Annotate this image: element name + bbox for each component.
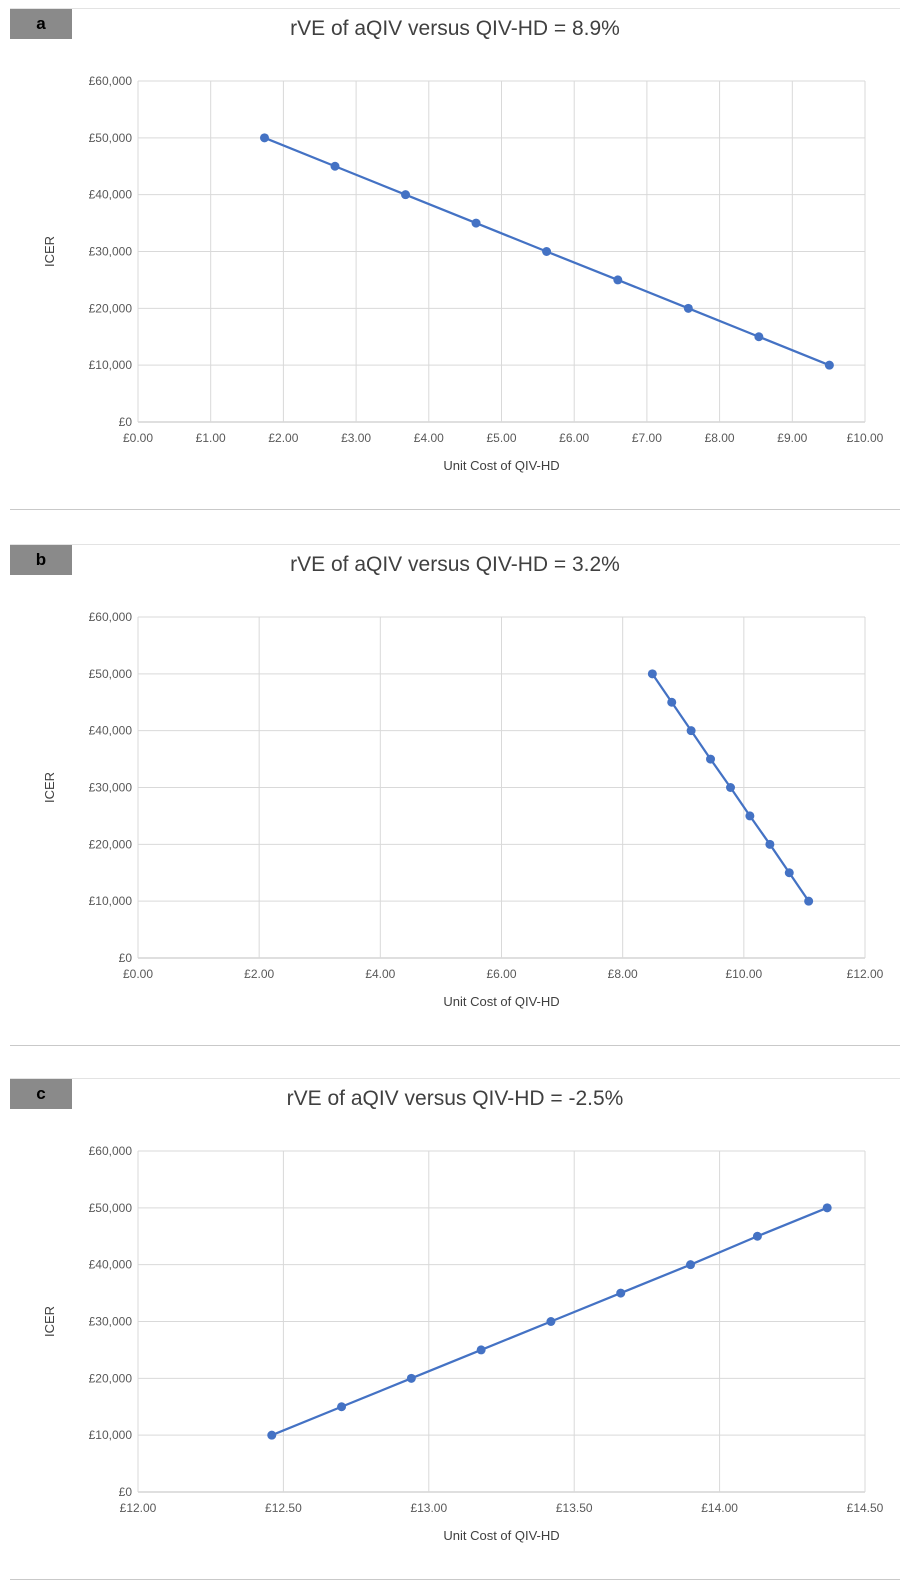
y-tick-label: £0 xyxy=(119,951,133,965)
x-tick-label: £4.00 xyxy=(414,431,444,445)
x-tick-label: £12.50 xyxy=(265,1501,302,1515)
data-point xyxy=(330,161,340,171)
x-tick-label: £10.00 xyxy=(725,967,762,981)
data-point xyxy=(476,1345,486,1355)
y-tick-label: £40,000 xyxy=(89,724,133,738)
y-tick-label: £40,000 xyxy=(89,188,133,202)
y-tick-label: £60,000 xyxy=(89,1144,133,1158)
x-tick-label: £0.00 xyxy=(123,431,153,445)
data-point xyxy=(546,1317,556,1326)
y-tick-label: £10,000 xyxy=(89,358,133,372)
data-point xyxy=(686,1260,696,1270)
y-tick-label: £30,000 xyxy=(89,1315,133,1329)
y-tick-label: £40,000 xyxy=(89,1258,133,1272)
data-point xyxy=(726,783,736,792)
x-tick-label: £14.50 xyxy=(847,1501,884,1515)
x-tick-label: £12.00 xyxy=(120,1501,157,1515)
data-point xyxy=(337,1402,347,1412)
y-tick-label: £10,000 xyxy=(89,894,133,908)
y-tick-label: £60,000 xyxy=(89,610,133,624)
chart-panel-a: a rVE of aQIV versus QIV-HD = 8.9% £0 £10… xyxy=(10,8,900,510)
panel-label-badge: a xyxy=(10,9,72,39)
x-tick-label: £3.00 xyxy=(341,431,371,445)
data-point xyxy=(406,1373,416,1383)
y-tick-label: £30,000 xyxy=(89,245,133,259)
y-tick-label: £30,000 xyxy=(89,781,133,795)
line-chart-b: £0 £10,000 £20,000 £30,000 £40,000 £50,000 £60… xyxy=(42,610,884,1009)
x-tick-label: £1.00 xyxy=(196,431,226,445)
y-tick-label: £50,000 xyxy=(89,1201,133,1215)
y-tick-label: £20,000 xyxy=(89,1371,133,1385)
data-point xyxy=(752,1231,762,1241)
x-axis-title: Unit Cost of QIV-HD xyxy=(443,994,559,1009)
y-axis-title: ICER xyxy=(42,772,57,803)
data-point xyxy=(754,332,764,342)
x-tick-label: £8.00 xyxy=(608,967,638,981)
x-tick-label: £8.00 xyxy=(705,431,735,445)
x-tick-label: £0.00 xyxy=(123,967,153,981)
panel-label-badge: c xyxy=(10,1079,72,1109)
y-tick-label: £0 xyxy=(119,415,133,429)
x-tick-label: £7.00 xyxy=(632,431,662,445)
data-point xyxy=(706,754,716,764)
x-tick-label: £13.00 xyxy=(410,1501,447,1515)
x-axis-title: Unit Cost of QIV-HD xyxy=(443,458,559,473)
x-tick-label: £2.00 xyxy=(244,967,274,981)
data-point xyxy=(613,275,623,285)
y-tick-label: £0 xyxy=(119,1485,133,1499)
x-tick-label: £6.00 xyxy=(559,431,589,445)
chart-panel-b: b rVE of aQIV versus QIV-HD = 3.2% £0 £10… xyxy=(10,544,900,1046)
y-axis-title: ICER xyxy=(42,236,57,267)
data-point xyxy=(822,1203,832,1213)
x-axis-title: Unit Cost of QIV-HD xyxy=(443,1528,559,1543)
x-tick-label: £2.00 xyxy=(268,431,298,445)
panel-label-badge: b xyxy=(10,545,72,575)
data-point xyxy=(267,1430,277,1440)
data-point xyxy=(259,133,269,143)
x-tick-label: £12.00 xyxy=(847,967,884,981)
x-tick-label: £9.00 xyxy=(777,431,807,445)
data-point xyxy=(667,697,677,707)
x-tick-label: £5.00 xyxy=(486,431,516,445)
data-point xyxy=(616,1288,626,1298)
data-point xyxy=(686,726,696,736)
data-point xyxy=(824,360,834,370)
data-point xyxy=(647,669,657,679)
y-tick-label: £20,000 xyxy=(89,837,133,851)
y-axis-title: ICER xyxy=(42,1306,57,1337)
data-point xyxy=(765,839,775,849)
data-point xyxy=(401,190,411,200)
x-tick-label: £14.00 xyxy=(701,1501,738,1515)
data-point xyxy=(745,811,755,821)
chart-title: rVE of aQIV versus QIV-HD = 8.9% xyxy=(290,17,620,40)
x-tick-label: £6.00 xyxy=(486,967,516,981)
y-tick-label: £60,000 xyxy=(89,74,133,88)
x-tick-label: £4.00 xyxy=(365,967,395,981)
y-tick-label: £50,000 xyxy=(89,667,133,681)
y-tick-label: £20,000 xyxy=(89,301,133,315)
x-tick-label: £13.50 xyxy=(556,1501,593,1515)
data-point xyxy=(784,868,794,878)
y-tick-label: £50,000 xyxy=(89,131,133,145)
data-point xyxy=(683,303,693,313)
line-chart-c: £0 £10,000 £20,000 £30,000 £40,000 £50,000 £60… xyxy=(42,1144,884,1543)
chart-panel-c: c rVE of aQIV versus QIV-HD = -2.5% £0 £1… xyxy=(10,1078,900,1580)
line-chart-a: £0 £10,000 £20,000 £30,000 £40,000 £50,000 £60… xyxy=(42,74,884,473)
y-tick-label: £10,000 xyxy=(89,1428,133,1442)
chart-title: rVE of aQIV versus QIV-HD = 3.2% xyxy=(290,553,620,576)
data-point xyxy=(804,896,814,906)
data-point xyxy=(471,218,481,228)
chart-title: rVE of aQIV versus QIV-HD = -2.5% xyxy=(286,1087,624,1110)
x-tick-label: £10.00 xyxy=(847,431,884,445)
data-point xyxy=(542,247,552,256)
